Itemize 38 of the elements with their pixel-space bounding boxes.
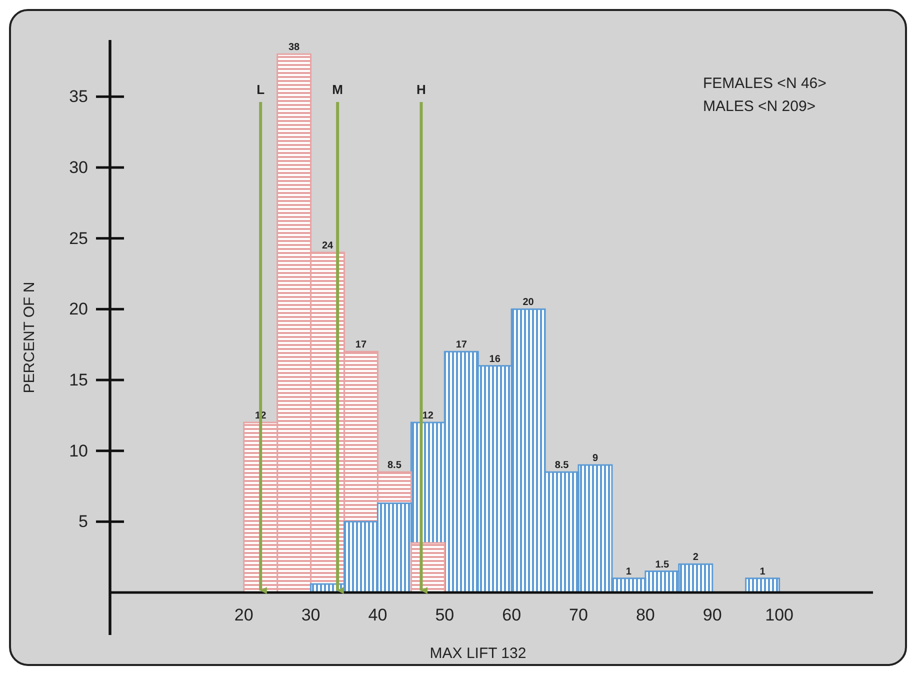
data-label: 1 [760, 566, 766, 578]
data-label: 24 [322, 240, 334, 252]
x-tick-label: 50 [435, 606, 454, 624]
data-label: 17 [456, 340, 468, 351]
data-label: 12 [422, 410, 434, 422]
x-tick-label: 90 [702, 606, 722, 624]
x-tick-label: 100 [765, 606, 794, 624]
data-label: 38 [288, 42, 300, 54]
x-axis-title: MAX LIFT 132 [430, 645, 526, 662]
y-axis-title: PERCENT OF N [21, 282, 38, 394]
ref-line-label: M [332, 82, 343, 97]
x-tick-label: 40 [368, 606, 388, 624]
x-tick-label: 20 [234, 606, 254, 624]
data-label: 20 [522, 297, 534, 308]
y-tick-label: 20 [69, 300, 88, 319]
data-label: 1 [626, 566, 632, 578]
data-label: 1.5 [655, 559, 670, 570]
ref-line-label: H [416, 82, 426, 97]
bar [745, 578, 780, 594]
y-tick-label: 5 [78, 512, 88, 532]
data-label: 17 [355, 340, 367, 351]
y-tick-label: 35 [69, 87, 88, 106]
x-tick-label: 60 [502, 606, 522, 624]
annotation: MALES <N 209> [703, 98, 816, 115]
x-tick-label: 80 [636, 606, 655, 624]
data-label: 8.5 [554, 460, 570, 472]
y-tick-label: 25 [69, 228, 88, 248]
data-label: 2 [692, 552, 699, 564]
annotation: FEMALES <N 46> [703, 75, 827, 92]
x-tick-label: 30 [301, 606, 320, 624]
y-tick-label: 30 [69, 158, 88, 177]
y-tick-label: 10 [69, 441, 88, 460]
x-tick-label: 70 [569, 606, 588, 624]
ref-line-label: L [256, 82, 265, 97]
data-label: 8.5 [388, 460, 402, 472]
y-tick-label: 15 [69, 370, 88, 390]
data-label: 9 [592, 453, 598, 464]
data-label: 16 [489, 354, 501, 365]
